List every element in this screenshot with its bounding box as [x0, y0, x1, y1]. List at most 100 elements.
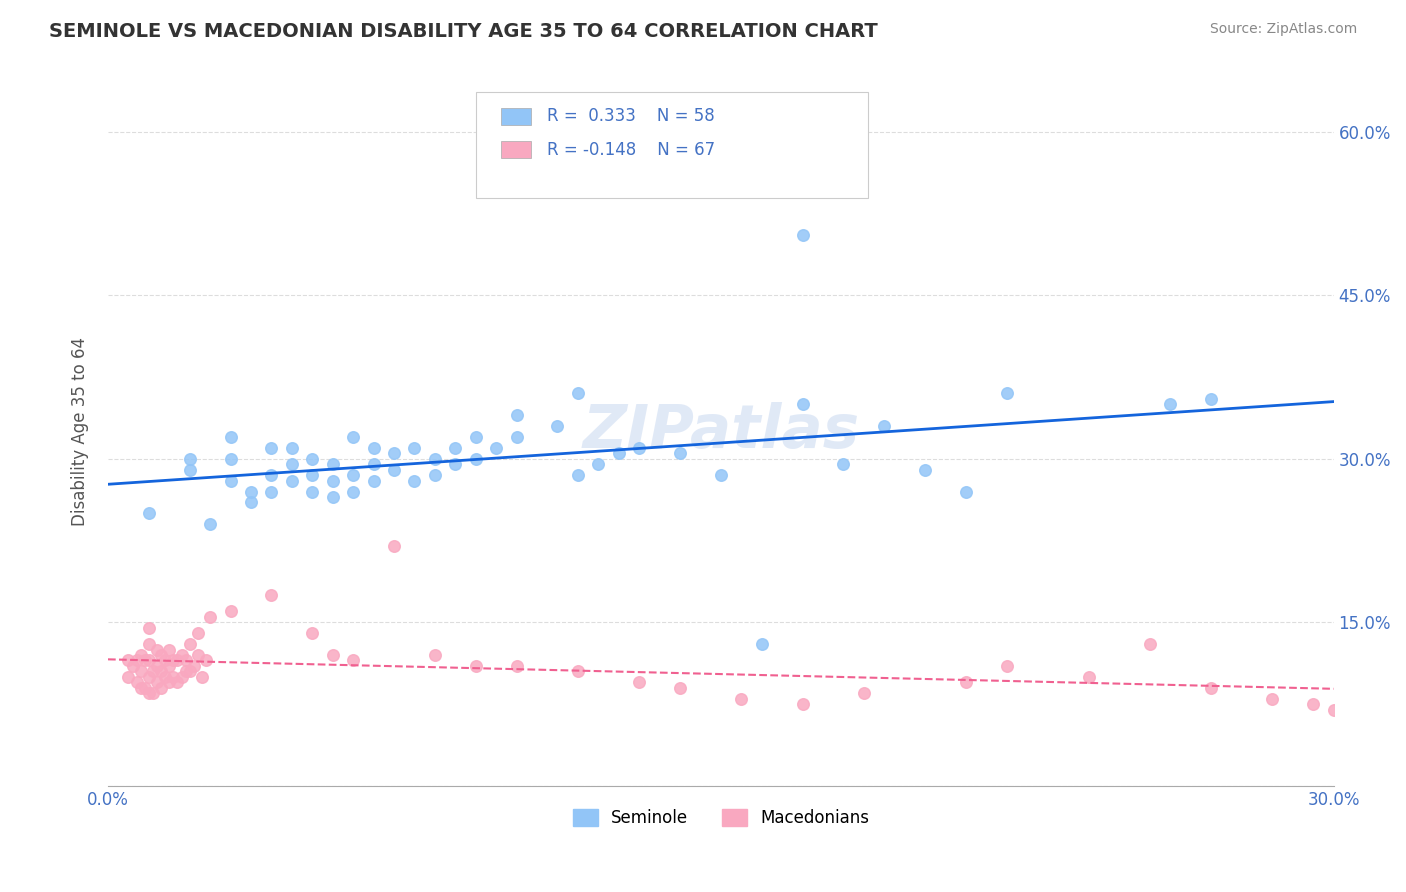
Point — [363, 441, 385, 455]
Point — [153, 670, 176, 684]
Point — [995, 659, 1018, 673]
Point — [464, 430, 486, 444]
Point — [162, 653, 184, 667]
Point — [138, 637, 160, 651]
Point — [166, 675, 188, 690]
Point — [628, 675, 651, 690]
Point — [260, 588, 283, 602]
Point — [1302, 697, 1324, 711]
Point — [322, 490, 344, 504]
Point — [219, 451, 242, 466]
Point — [382, 539, 405, 553]
FancyBboxPatch shape — [475, 92, 868, 198]
Point — [187, 648, 209, 662]
Text: R = -0.148    N = 67: R = -0.148 N = 67 — [547, 141, 714, 159]
Point — [628, 441, 651, 455]
Point — [1261, 691, 1284, 706]
Point — [281, 474, 304, 488]
Point — [955, 484, 977, 499]
Point — [138, 686, 160, 700]
Point — [191, 670, 214, 684]
Point — [342, 468, 364, 483]
Point — [117, 670, 139, 684]
Point — [873, 419, 896, 434]
Point — [162, 670, 184, 684]
Point — [832, 458, 855, 472]
Point — [219, 604, 242, 618]
Point — [166, 653, 188, 667]
Point — [179, 463, 201, 477]
Point — [157, 642, 180, 657]
Point — [125, 675, 148, 690]
Point — [464, 451, 486, 466]
Point — [187, 626, 209, 640]
Point — [219, 430, 242, 444]
Point — [142, 665, 165, 679]
Point — [260, 484, 283, 499]
Point — [567, 468, 589, 483]
Point — [751, 637, 773, 651]
Point — [146, 675, 169, 690]
Point — [301, 468, 323, 483]
Point — [546, 419, 568, 434]
Point — [792, 697, 814, 711]
Point — [125, 653, 148, 667]
Point — [281, 441, 304, 455]
Point — [1077, 670, 1099, 684]
Text: SEMINOLE VS MACEDONIAN DISABILITY AGE 35 TO 64 CORRELATION CHART: SEMINOLE VS MACEDONIAN DISABILITY AGE 35… — [49, 22, 877, 41]
Point — [852, 686, 875, 700]
Point — [404, 474, 426, 488]
Point — [423, 648, 446, 662]
Point — [170, 670, 193, 684]
Point — [138, 670, 160, 684]
Point — [1199, 392, 1222, 406]
Point — [444, 458, 467, 472]
Point — [342, 653, 364, 667]
Point — [179, 665, 201, 679]
Point — [153, 653, 176, 667]
Point — [240, 484, 263, 499]
Point — [150, 681, 173, 695]
Point — [129, 681, 152, 695]
Point — [669, 446, 692, 460]
Point — [150, 665, 173, 679]
Point — [157, 659, 180, 673]
Point — [669, 681, 692, 695]
Point — [792, 228, 814, 243]
Point — [710, 468, 733, 483]
Point — [423, 451, 446, 466]
Point — [607, 446, 630, 460]
Point — [134, 653, 156, 667]
Point — [363, 458, 385, 472]
Text: R =  0.333    N = 58: R = 0.333 N = 58 — [547, 107, 714, 126]
Y-axis label: Disability Age 35 to 64: Disability Age 35 to 64 — [72, 337, 89, 526]
Point — [138, 506, 160, 520]
Point — [382, 463, 405, 477]
Point — [260, 468, 283, 483]
Point — [138, 653, 160, 667]
Point — [134, 681, 156, 695]
Point — [138, 621, 160, 635]
Point — [146, 659, 169, 673]
Point — [342, 430, 364, 444]
Point — [505, 659, 527, 673]
Point — [914, 463, 936, 477]
Point — [1323, 702, 1346, 716]
Text: Source: ZipAtlas.com: Source: ZipAtlas.com — [1209, 22, 1357, 37]
Point — [382, 446, 405, 460]
Point — [146, 642, 169, 657]
Point — [174, 653, 197, 667]
Point — [260, 441, 283, 455]
Point — [121, 659, 143, 673]
Point — [505, 430, 527, 444]
FancyBboxPatch shape — [502, 108, 531, 125]
Point — [183, 659, 205, 673]
Point — [281, 458, 304, 472]
Point — [485, 441, 508, 455]
Point — [219, 474, 242, 488]
Point — [322, 458, 344, 472]
Point — [240, 495, 263, 509]
Point — [995, 386, 1018, 401]
Point — [404, 441, 426, 455]
Point — [157, 675, 180, 690]
